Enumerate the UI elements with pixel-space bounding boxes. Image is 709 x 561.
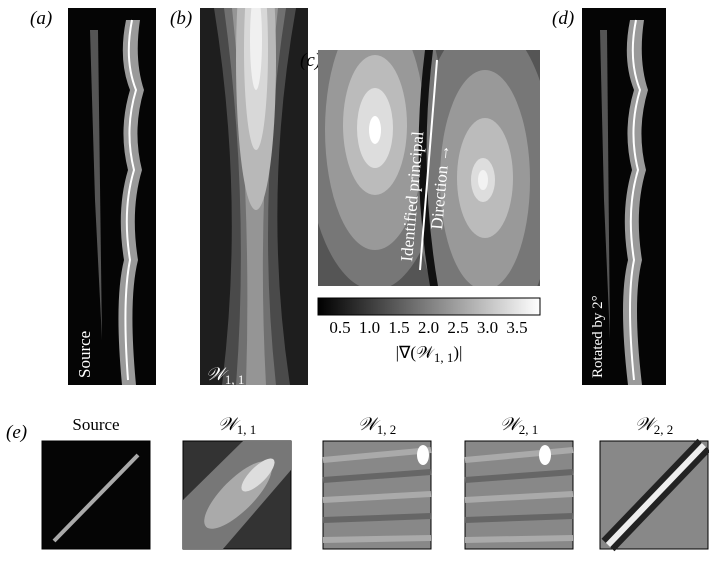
subscript: 2, 1: [519, 422, 539, 437]
colorbar: [317, 297, 541, 316]
colorbar-tick: 0.5: [329, 318, 350, 337]
stripe: [464, 469, 574, 483]
source-image: [68, 8, 156, 385]
thumb-title: 𝒲1, 1: [218, 414, 256, 437]
text: |∇(𝒲: [396, 343, 436, 362]
thumb-title: 𝒲1, 2: [358, 414, 396, 437]
stripe: [464, 491, 574, 503]
thumb-title: Source: [72, 415, 119, 434]
thumb-image: [182, 440, 292, 550]
ridge: [605, 442, 707, 548]
stripe: [322, 491, 432, 503]
rotated-image: [582, 8, 666, 385]
thumb-title: 𝒲2, 1: [500, 414, 538, 437]
panel-label: (b): [170, 8, 192, 29]
colorbar-tick: 2.0: [418, 318, 439, 337]
spot: [539, 445, 551, 465]
panel-label: (e): [6, 422, 27, 443]
colorbar-tick: 2.5: [447, 318, 468, 337]
stripe: [464, 513, 574, 523]
text: 1, 1: [434, 350, 454, 365]
thumb-title: 𝒲2, 2: [635, 414, 673, 437]
panel-label: (a): [30, 8, 52, 29]
text: 1, 1: [225, 372, 245, 387]
subscript: 1, 1: [237, 422, 257, 437]
thumb-image: [464, 440, 574, 550]
caption: Rotated by 2°: [590, 295, 606, 378]
subscript: 1, 2: [377, 422, 397, 437]
stripe: [464, 447, 574, 463]
colorbar-tick: 1.0: [359, 318, 380, 337]
stripe: [322, 535, 432, 543]
jet: [52, 453, 140, 543]
stripe: [322, 469, 432, 483]
panel-label: (d): [552, 8, 574, 29]
stripe: [322, 513, 432, 523]
panel-label: (c): [300, 50, 321, 71]
colorbar-tick: 1.5: [388, 318, 409, 337]
caption: 𝒲1, 1: [206, 364, 244, 387]
gradient-image: [318, 50, 540, 286]
contour-image: [200, 8, 308, 385]
text: )|: [453, 343, 462, 362]
symbol: 𝒲: [500, 414, 523, 434]
stripe: [464, 535, 574, 543]
colorbar-tick: 3.5: [506, 318, 527, 337]
thumb-image: [322, 440, 432, 550]
subscript: 2, 2: [654, 422, 674, 437]
text: 𝒲: [206, 364, 229, 384]
spot: [417, 445, 429, 465]
lobe: [241, 458, 275, 492]
caption: Source: [75, 331, 94, 378]
colorbar-label: |∇(𝒲1, 1)|: [396, 343, 463, 365]
symbol: 𝒲: [358, 414, 381, 434]
principal-line: [419, 59, 438, 271]
colorbar-tick: 3.0: [477, 318, 498, 337]
stripe: [322, 447, 432, 463]
symbol: 𝒲: [635, 414, 658, 434]
symbol: 𝒲: [218, 414, 241, 434]
thumb-image: [41, 440, 151, 550]
thumb-image: [599, 438, 709, 552]
